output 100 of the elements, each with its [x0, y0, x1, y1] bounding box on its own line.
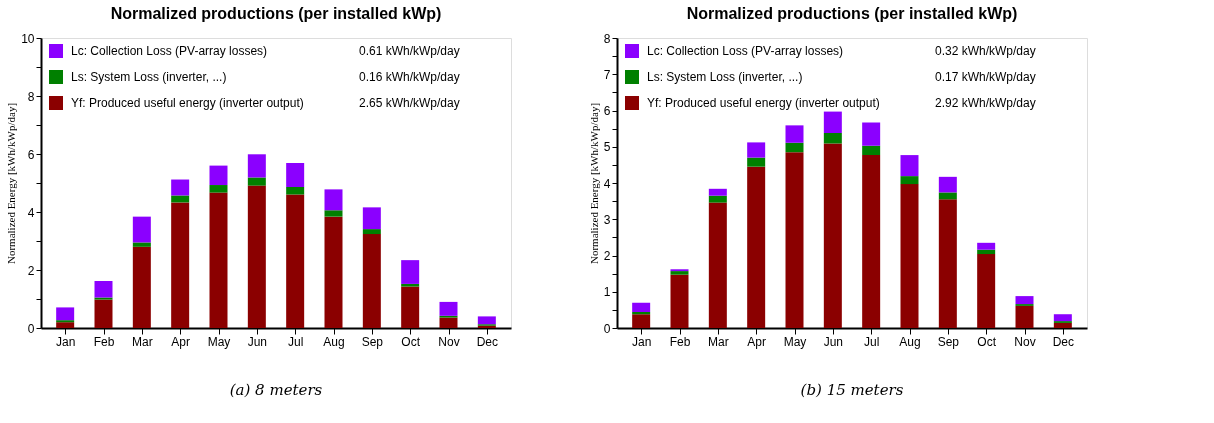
annotation: 0.17 kWh/kWp/day	[935, 69, 1036, 84]
x-tick-label: Feb	[93, 334, 115, 349]
bar	[439, 301, 458, 316]
bar	[785, 152, 804, 328]
y-tick-label: 0	[27, 321, 35, 336]
bar	[977, 249, 996, 255]
bar	[171, 202, 190, 328]
bar	[1053, 314, 1072, 322]
x-tick-label: Oct	[401, 334, 421, 349]
bar	[1015, 305, 1034, 328]
bar	[171, 195, 190, 203]
bar	[862, 122, 881, 146]
bar	[132, 246, 151, 328]
y-tick-label: 6	[603, 104, 611, 118]
bar	[171, 179, 190, 196]
y-tick-label: 2	[603, 249, 611, 263]
bar	[247, 185, 266, 328]
bar	[324, 216, 343, 328]
y-axis-title: Normalized Energy [kWh/kWp/day]	[587, 102, 600, 265]
bar	[938, 199, 957, 328]
x-tick-label: Mar	[708, 334, 729, 349]
x-tick-label: May	[783, 334, 807, 349]
bar	[708, 195, 727, 203]
bar	[477, 316, 496, 325]
bar	[1053, 322, 1072, 328]
bar	[785, 142, 804, 153]
bar	[56, 322, 75, 328]
y-tick-label: 0	[603, 321, 611, 336]
text: (a) 8 meters	[229, 381, 323, 399]
bar	[785, 125, 804, 143]
bar	[823, 143, 842, 328]
bar	[94, 297, 113, 300]
bar	[94, 299, 113, 328]
legend-label: Yf: Produced useful energy (inverter output)	[647, 96, 880, 110]
bar	[286, 162, 305, 188]
bar	[401, 283, 420, 287]
bar	[324, 210, 343, 217]
y-tick-label: 3	[603, 212, 611, 227]
bar	[708, 202, 727, 328]
bar	[132, 242, 151, 247]
bar	[747, 142, 766, 158]
bar	[324, 189, 343, 211]
x-tick-label: May	[207, 334, 231, 349]
y-tick-label: 1	[603, 285, 611, 300]
legend-label: Ls: System Loss (inverter, ...)	[71, 70, 227, 84]
bar	[362, 207, 381, 230]
bar	[439, 317, 458, 328]
bar	[708, 188, 727, 196]
x-tick-label: Jun	[823, 334, 844, 349]
chart-title: Normalized productions (per installed kWp)	[686, 5, 1018, 22]
bar	[747, 166, 766, 328]
bar	[209, 185, 228, 193]
x-tick-label: Nov	[1014, 334, 1036, 349]
x-tick-label: Aug	[899, 334, 921, 349]
annotation: 2.92 kWh/kWp/day	[935, 95, 1036, 110]
x-tick-label: Aug	[323, 334, 345, 349]
bar	[823, 132, 842, 144]
bar	[977, 242, 996, 250]
y-tick-label: 6	[27, 147, 35, 162]
bar	[862, 145, 881, 156]
bar	[862, 155, 881, 328]
annotation: 0.32 kWh/kWp/day	[935, 43, 1036, 58]
x-tick-label: Dec	[1052, 334, 1075, 349]
x-tick-label: Apr	[171, 334, 191, 349]
x-tick-label: Mar	[132, 334, 153, 349]
x-tick-label: Jan	[55, 334, 76, 349]
bar	[632, 302, 651, 313]
y-tick-label: 4	[603, 176, 611, 191]
annotation: 0.16 kWh/kWp/day	[359, 69, 460, 84]
bar	[209, 192, 228, 328]
x-tick-label: Apr	[747, 334, 767, 349]
chart-title: Normalized productions (per installed kWp)	[110, 5, 442, 22]
bar	[823, 111, 842, 133]
y-tick-label: 8	[27, 89, 35, 104]
y-tick-label: 4	[27, 205, 35, 220]
bar	[209, 165, 228, 186]
x-tick-label: Sep	[937, 334, 960, 349]
bar	[632, 312, 651, 315]
x-tick-label: Dec	[476, 334, 499, 349]
bar	[247, 154, 266, 178]
bar	[632, 314, 651, 328]
text: (b) 15 meters	[800, 381, 904, 399]
bar	[401, 260, 420, 284]
x-tick-label: Jul	[863, 334, 880, 349]
bar	[286, 187, 305, 195]
y-tick-label: 7	[603, 67, 611, 82]
bar	[938, 176, 957, 193]
bar	[900, 176, 919, 185]
legend-label: Yf: Produced useful energy (inverter output)	[71, 96, 304, 110]
bar	[56, 320, 75, 323]
y-tick-label: 5	[603, 140, 611, 155]
x-tick-label: Nov	[438, 334, 460, 349]
bar	[401, 286, 420, 328]
y-tick-label: 10	[21, 31, 35, 46]
bar	[900, 155, 919, 177]
bar	[362, 229, 381, 235]
x-tick-label: Feb	[669, 334, 691, 349]
bar	[56, 307, 75, 321]
x-tick-label: Jul	[287, 334, 304, 349]
y-tick-label: 8	[603, 31, 611, 46]
